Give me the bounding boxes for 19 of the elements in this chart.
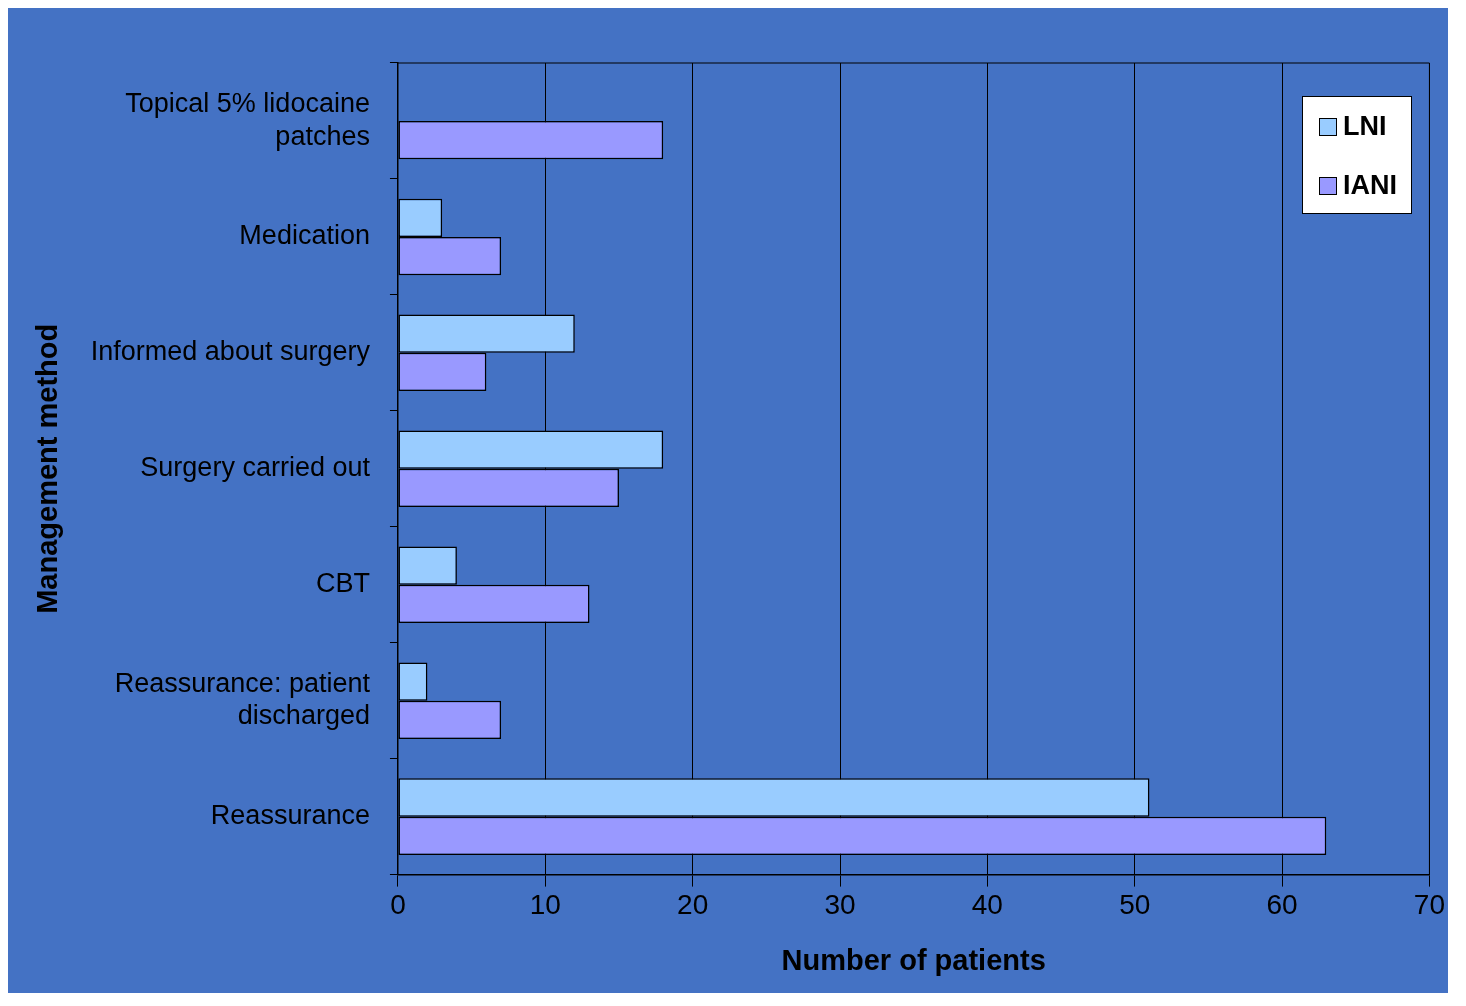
x-tick-label: 60 (1266, 889, 1298, 921)
x-tick-label: 30 (824, 889, 856, 921)
x-axis-title: Number of patients (781, 943, 1046, 976)
y-tick-label: Informed about surgery (90, 336, 371, 367)
y-tick-label: Medication (239, 220, 370, 251)
legend-label: LNI (1343, 111, 1387, 142)
y-tick-label: CBT (315, 568, 370, 599)
legend-label: IANI (1343, 170, 1397, 201)
x-tick-label: 50 (1119, 889, 1151, 921)
y-tick-label: Reassurance: patient discharged (114, 667, 371, 731)
y-axis-title: Management method (31, 323, 64, 614)
x-tick-label: 10 (529, 889, 561, 921)
x-tick-label: 40 (971, 889, 1003, 921)
y-tick-label: Reassurance (210, 800, 370, 831)
x-tick-label: 0 (390, 889, 406, 921)
x-tick-label: 20 (677, 889, 709, 921)
x-tick-label: 70 (1413, 889, 1446, 921)
y-tick-label: Surgery carried out (140, 452, 371, 483)
y-tick-label: Topical 5% lidocaine patches (125, 88, 370, 151)
